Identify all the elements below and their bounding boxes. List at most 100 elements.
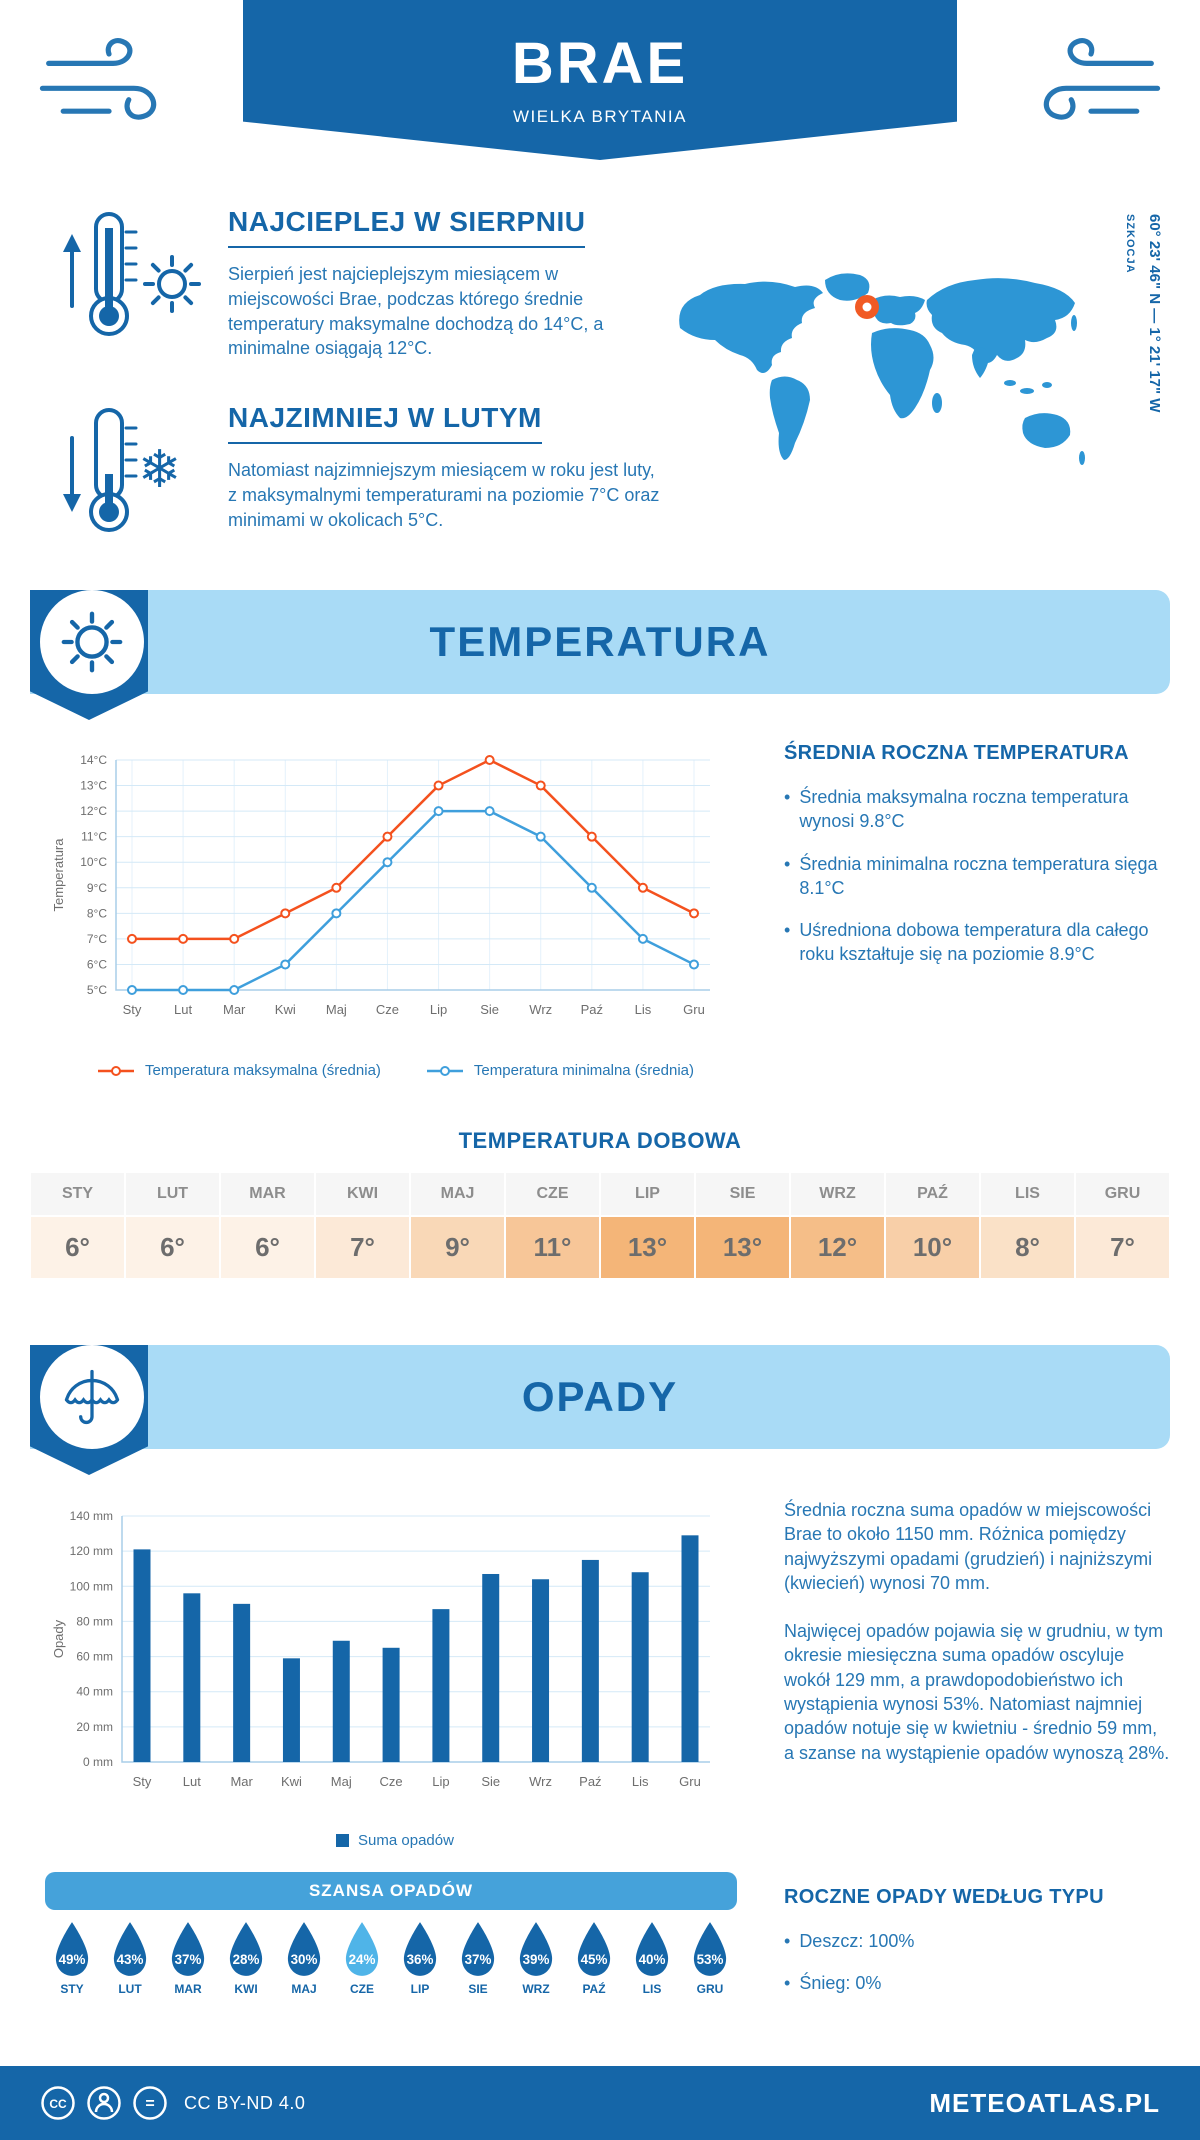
table-value-cell: 11° bbox=[506, 1217, 599, 1278]
svg-text:37%: 37% bbox=[465, 1952, 492, 1967]
bullet-dot: • bbox=[784, 920, 791, 941]
svg-text:13°C: 13°C bbox=[80, 779, 107, 793]
temperature-banner-title: TEMPERATURA bbox=[429, 618, 771, 665]
svg-text:Lut: Lut bbox=[174, 1002, 192, 1017]
droplet-icon: 45% bbox=[577, 1922, 611, 1976]
precipitation-summary: Średnia roczna suma opadów w miejscowośc… bbox=[784, 1498, 1172, 1789]
droplet-icon: 36% bbox=[403, 1922, 437, 1976]
svg-text:28%: 28% bbox=[233, 1952, 260, 1967]
temperature-summary-heading: ŚREDNIA ROCZNA TEMPERATURA bbox=[784, 742, 1129, 764]
svg-text:11°C: 11°C bbox=[81, 830, 107, 844]
droplet-icon: 28% bbox=[229, 1922, 263, 1976]
chance-item: 40% LIS bbox=[625, 1920, 679, 1996]
svg-text:Opady: Opady bbox=[51, 1619, 66, 1658]
table-header-cell: SIE bbox=[696, 1173, 789, 1215]
chance-month: WRZ bbox=[522, 1982, 550, 1996]
legend-label: Temperatura maksymalna (średnia) bbox=[144, 1062, 381, 1079]
bullet-text: Deszcz: 100% bbox=[799, 1931, 915, 1951]
svg-text:60 mm: 60 mm bbox=[76, 1650, 113, 1664]
svg-text:14°C: 14°C bbox=[80, 753, 107, 767]
chance-month: LUT bbox=[118, 1982, 142, 1996]
bullet-text: Śnieg: 0% bbox=[799, 1973, 882, 1994]
svg-text:100 mm: 100 mm bbox=[70, 1579, 113, 1593]
droplet-icon: 43% bbox=[113, 1922, 147, 1976]
table-value-cell: 6° bbox=[221, 1217, 314, 1278]
svg-text:53%: 53% bbox=[697, 1952, 724, 1967]
svg-text:Kwi: Kwi bbox=[275, 1002, 296, 1017]
chance-month: PAŹ bbox=[582, 1982, 606, 1996]
svg-text:Lip: Lip bbox=[430, 1002, 447, 1017]
chance-month: STY bbox=[60, 1982, 84, 1996]
table-value-cell: 13° bbox=[601, 1217, 694, 1278]
precipitation-chart-legend: Suma opadów bbox=[50, 1832, 740, 1849]
table-value-cell: 6° bbox=[126, 1217, 219, 1278]
table-header-cell: STY bbox=[31, 1173, 124, 1215]
table-header-cell: PAŹ bbox=[886, 1173, 979, 1215]
svg-text:Maj: Maj bbox=[326, 1002, 347, 1017]
chance-item: 53% GRU bbox=[683, 1920, 737, 1996]
chance-header: SZANSA OPADÓW bbox=[45, 1872, 737, 1910]
svg-text:Sie: Sie bbox=[480, 1002, 499, 1017]
umbrella-icon bbox=[40, 1345, 144, 1449]
table-header-cell: MAR bbox=[221, 1173, 314, 1215]
cc-icon: CC bbox=[41, 2086, 75, 2120]
svg-text:30%: 30% bbox=[291, 1952, 318, 1967]
svg-text:40%: 40% bbox=[639, 1952, 666, 1967]
precipitation-chart: 0 mm 20 mm 40 mm 60 mm 80 mm 100 mm 120 mm 140 … bbox=[50, 1496, 740, 1831]
svg-text:80 mm: 80 mm bbox=[76, 1614, 113, 1628]
footer: CC = CC BY-ND 4.0 METEOATLAS.PL bbox=[0, 2066, 1200, 2140]
summary-bullet: • Średnia maksymalna roczna temperatura w… bbox=[784, 785, 1172, 834]
chance-item: 28% KWI bbox=[219, 1920, 273, 1996]
svg-text:7°C: 7°C bbox=[87, 932, 107, 946]
legend-item: Suma opadów bbox=[336, 1832, 454, 1849]
bullet-dot: • bbox=[784, 1931, 791, 1951]
chance-item: 37% MAR bbox=[161, 1920, 215, 1996]
chance-item: 39% WRZ bbox=[509, 1920, 563, 1996]
temperature-chart: 5°C 6°C 7°C 8°C 9°C 10°C 11°C 12°C 13°C 14°C Sty Lu… bbox=[50, 738, 740, 1058]
svg-text:Lut: Lut bbox=[183, 1774, 201, 1789]
precipitation-text-2: Najwięcej opadów pojawia się w grudniu, … bbox=[784, 1621, 1170, 1763]
bullet-dot: • bbox=[784, 853, 791, 874]
droplet-icon: 30% bbox=[287, 1922, 321, 1976]
bullet-text: Średnia maksymalna roczna temperatura wy… bbox=[799, 787, 1129, 832]
chance-item: 30% MAJ bbox=[277, 1920, 331, 1996]
svg-text:=: = bbox=[145, 2096, 154, 2113]
svg-text:140 mm: 140 mm bbox=[70, 1509, 113, 1523]
table-header-cell: CZE bbox=[506, 1173, 599, 1215]
svg-text:Mar: Mar bbox=[223, 1002, 246, 1017]
droplet-icon: 49% bbox=[55, 1922, 89, 1976]
thermometer-down-icon bbox=[58, 402, 150, 537]
table-value-cell: 7° bbox=[1076, 1217, 1169, 1278]
chance-month: CZE bbox=[350, 1982, 374, 1996]
svg-text:Gru: Gru bbox=[683, 1002, 705, 1017]
chance-month: KWI bbox=[234, 1982, 258, 1996]
chance-item: 24% CZE bbox=[335, 1920, 389, 1996]
chance-item: 36% LIP bbox=[393, 1920, 447, 1996]
temperature-banner: TEMPERATURA bbox=[30, 590, 1170, 720]
summary-bullet: • Uśredniona dobowa temperatura dla całeg… bbox=[784, 918, 1172, 967]
nd-icon: = bbox=[133, 2086, 167, 2120]
precipitation-text-1: Średnia roczna suma opadów w miejscowośc… bbox=[784, 1500, 1153, 1593]
chance-item: 45% PAŹ bbox=[567, 1920, 621, 1996]
wind-icon-right bbox=[1016, 28, 1166, 132]
svg-text:Sie: Sie bbox=[481, 1774, 500, 1789]
svg-text:8°C: 8°C bbox=[87, 906, 107, 920]
table-header-cell: LIS bbox=[981, 1173, 1074, 1215]
table-header-cell: LUT bbox=[126, 1173, 219, 1215]
table-header-cell: MAJ bbox=[411, 1173, 504, 1215]
table-header-cell: GRU bbox=[1076, 1173, 1169, 1215]
daily-temperature-heading: TEMPERATURA DOBOWA bbox=[458, 1128, 742, 1153]
svg-text:12°C: 12°C bbox=[80, 804, 107, 818]
table-value-cell: 13° bbox=[696, 1217, 789, 1278]
cold-section-title: NAJZIMNIEJ W LUTYM bbox=[228, 402, 542, 444]
svg-text:36%: 36% bbox=[407, 1952, 434, 1967]
svg-text:Gru: Gru bbox=[679, 1774, 701, 1789]
table-value-cell: 7° bbox=[316, 1217, 409, 1278]
svg-text:Cze: Cze bbox=[380, 1774, 403, 1789]
chance-month: LIS bbox=[642, 1982, 662, 1996]
svg-text:39%: 39% bbox=[523, 1952, 550, 1967]
droplet-icon: 24% bbox=[345, 1922, 379, 1976]
svg-text:Maj: Maj bbox=[331, 1774, 352, 1789]
sun-icon bbox=[140, 252, 204, 316]
droplet-icon: 53% bbox=[693, 1922, 727, 1976]
